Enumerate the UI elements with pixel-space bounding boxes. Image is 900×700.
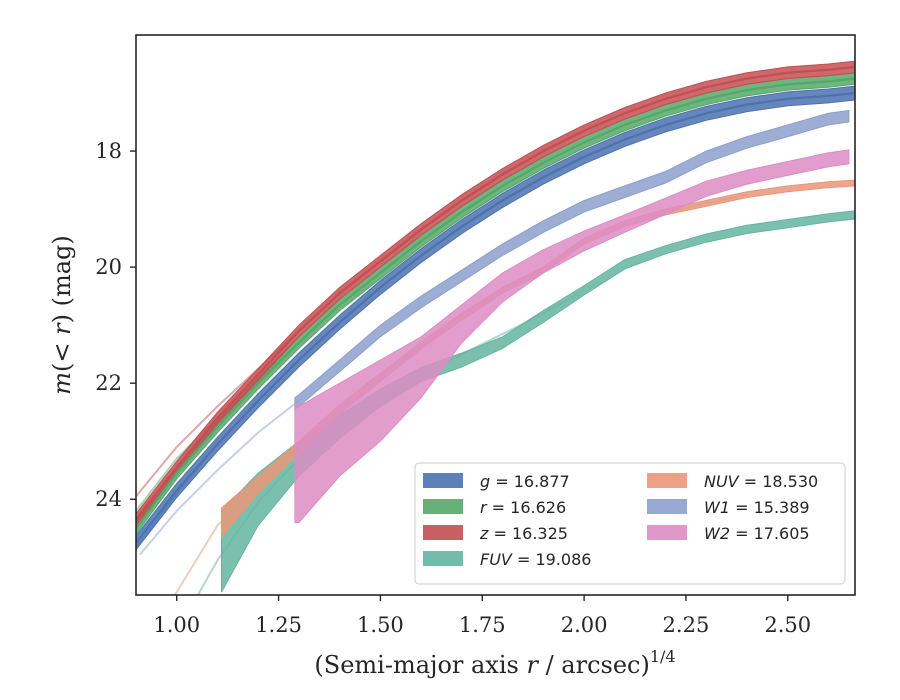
legend-frame bbox=[414, 462, 846, 585]
y-axis-title: m(< r) (mag) bbox=[48, 235, 76, 395]
legend-label-g: g = 16.877 bbox=[480, 472, 570, 491]
y-tick-label: 18 bbox=[95, 139, 122, 163]
band-z bbox=[136, 60, 855, 527]
legend-swatch-nuv bbox=[647, 473, 687, 488]
legend-item-w2: W2 = 17.605 bbox=[647, 524, 810, 543]
legend: g = 16.877 r = 16.626 z = 16.325 FUV = 19.0… bbox=[414, 462, 846, 585]
legend-item-r: r = 16.626 bbox=[423, 498, 566, 517]
x-tick-label: 2.25 bbox=[663, 613, 710, 637]
legend-item-g: g = 16.877 bbox=[423, 472, 570, 491]
legend-swatch-g bbox=[423, 473, 463, 488]
line-z bbox=[136, 65, 855, 521]
y-tick-label: 22 bbox=[95, 371, 122, 395]
legend-swatch-w1 bbox=[647, 499, 687, 514]
legend-item-w1: W1 = 15.389 bbox=[647, 498, 810, 517]
x-tick-label: 2.50 bbox=[764, 613, 811, 637]
legend-item-fuv: FUV = 19.086 bbox=[423, 550, 591, 569]
x-tick-label: 1.50 bbox=[357, 613, 404, 637]
faint-profile-w1 bbox=[139, 399, 300, 556]
x-axis-title: (Semi-major axis r / arcsec)1/4 bbox=[314, 647, 675, 679]
legend-item-nuv: NUV = 18.530 bbox=[647, 472, 818, 491]
legend-swatch-z bbox=[423, 525, 463, 540]
y-tick-label: 24 bbox=[95, 487, 122, 511]
legend-label-nuv: NUV = 18.530 bbox=[704, 472, 818, 491]
line-g bbox=[136, 91, 855, 544]
line-r bbox=[136, 77, 855, 529]
legend-label-r: r = 16.626 bbox=[480, 498, 566, 517]
legend-item-z: z = 16.325 bbox=[423, 524, 568, 543]
legend-label-w2: W2 = 17.605 bbox=[704, 524, 810, 543]
x-tick-label: 2.00 bbox=[561, 613, 608, 637]
legend-swatch-w2 bbox=[647, 525, 687, 540]
legend-swatch-fuv bbox=[423, 551, 463, 566]
legend-label-z: z = 16.325 bbox=[479, 524, 568, 543]
plot-frame bbox=[135, 34, 856, 596]
y-axis: 18 20 22 24 bbox=[95, 139, 136, 511]
legend-label-w1: W1 = 15.389 bbox=[704, 498, 810, 517]
x-axis: 1.00 1.25 1.50 1.75 2.00 2.25 2.50 bbox=[153, 595, 811, 637]
band-g bbox=[136, 85, 855, 551]
x-tick-label: 1.75 bbox=[459, 613, 506, 637]
x-tick-label: 1.00 bbox=[153, 613, 200, 637]
x-tick-label: 1.25 bbox=[255, 613, 302, 637]
plot-area bbox=[136, 60, 855, 595]
y-tick-label: 20 bbox=[95, 255, 122, 279]
band-w2 bbox=[294, 149, 850, 523]
band-w1 bbox=[294, 109, 850, 411]
legend-swatch-r bbox=[423, 499, 463, 514]
legend-label-fuv: FUV = 19.086 bbox=[480, 550, 591, 569]
